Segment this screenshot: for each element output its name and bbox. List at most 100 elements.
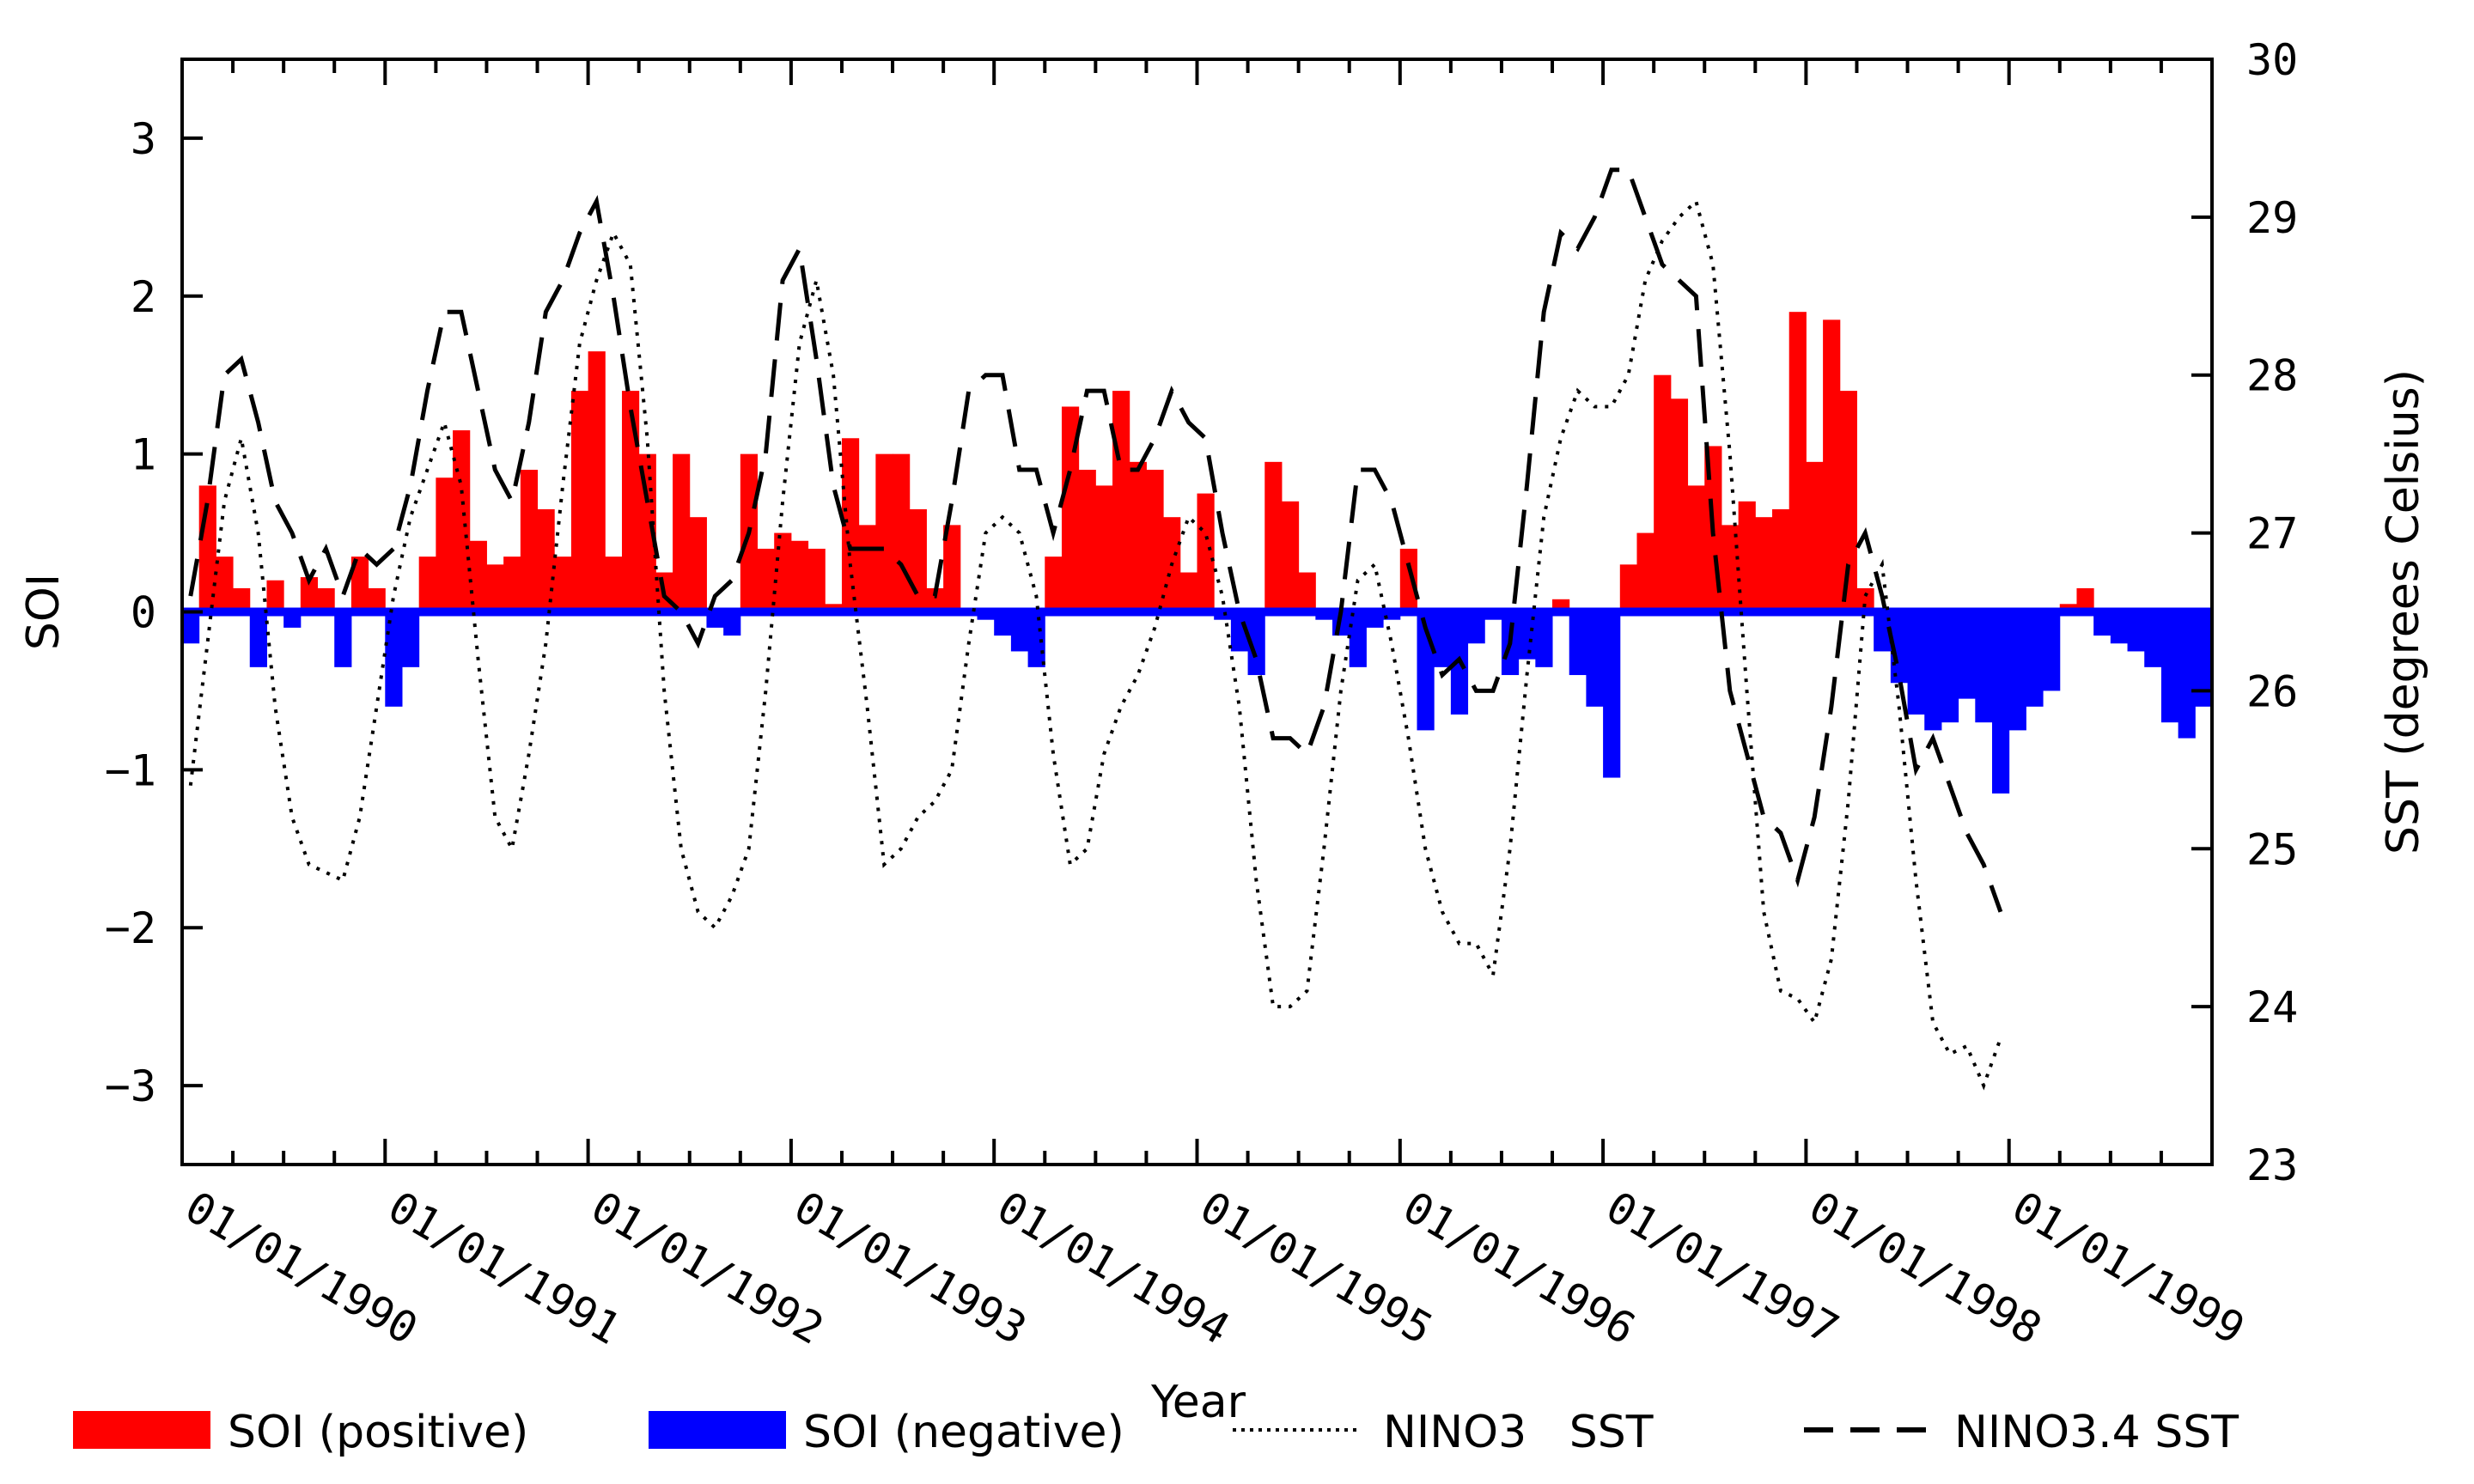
soi-positive-bar: [1772, 508, 1790, 612]
y-tick-label: 0: [131, 588, 156, 638]
soi-positive-bar: [1788, 312, 1807, 612]
soi-negative-bar: [1907, 611, 1925, 715]
x-tick-label: 01/01/1992: [583, 1182, 832, 1354]
x-tick-label: 01/01/1996: [1395, 1182, 1644, 1354]
soi-negative-bar: [1603, 611, 1621, 778]
legend-label: NINO3 SST: [1383, 1407, 1654, 1458]
soi-negative-bar: [1518, 611, 1536, 660]
soi-positive-bar: [588, 351, 606, 612]
soi-negative-bar: [334, 611, 352, 667]
soi-negative-bar: [182, 611, 200, 644]
soi-negative-bar: [994, 611, 1012, 636]
soi-positive-bar: [1670, 398, 1689, 612]
soi-negative-bar: [2144, 611, 2162, 667]
y2-tick-label: 23: [2246, 1140, 2298, 1190]
soi-negative-bar: [2043, 611, 2061, 691]
y-tick-label: 2: [131, 272, 156, 322]
soi-positive-bar: [605, 556, 623, 612]
soi-positive-bar: [418, 556, 436, 612]
soi-positive-bar: [520, 470, 539, 612]
soi-negative-bar: [1874, 611, 1892, 652]
soi-positive-bar: [1687, 485, 1705, 612]
x-tick-label: 01/01/1991: [380, 1182, 629, 1354]
soi-negative-bar: [1434, 611, 1452, 667]
soi-positive-bar: [1264, 461, 1283, 612]
soi-positive-bar: [774, 532, 792, 612]
soi-negative-bar: [1992, 611, 2010, 794]
soi-positive-bar: [216, 556, 234, 612]
y-tick-label: 1: [131, 430, 156, 480]
soi-positive-bar: [909, 508, 927, 612]
soi-positive-bar: [570, 391, 589, 612]
soi-negative-bar: [2110, 611, 2129, 644]
y2-tick-label: 30: [2246, 35, 2298, 85]
soi-positive-bar: [1721, 525, 1740, 612]
legend-item: SOI (positive): [73, 1407, 528, 1458]
soi-negative-bar: [401, 611, 420, 667]
soi-positive-bar: [436, 477, 454, 612]
y2-tick-label: 27: [2246, 509, 2298, 559]
legend-swatch: [649, 1411, 786, 1449]
soi-positive-bar: [1856, 587, 1874, 612]
soi-negative-bar: [723, 611, 741, 636]
x-tick-label: 01/01/1999: [2004, 1182, 2253, 1354]
soi-positive-bar: [469, 540, 487, 612]
legend-label: SOI (negative): [803, 1407, 1124, 1458]
soi-negative-bar: [249, 611, 267, 667]
y2-tick-label: 28: [2246, 351, 2298, 401]
soi-positive-bar: [2076, 587, 2094, 612]
nino3-sst-line: [188, 198, 2002, 1091]
x-tick-label: 01/01/1997: [1598, 1182, 1847, 1354]
soi-positive-bar: [1755, 517, 1773, 612]
soi-negative-bar: [2195, 611, 2213, 707]
y2-tick-label: 25: [2246, 824, 2298, 874]
soi-negative-bar: [1924, 611, 1942, 731]
soi-positive-bar: [1095, 485, 1113, 612]
soi-positive-bar: [841, 438, 860, 612]
y-tick-label: −3: [105, 1061, 156, 1111]
x-tick-label: 01/01/1994: [989, 1182, 1238, 1354]
soi-positive-bar: [503, 556, 521, 612]
soi-positive-bar: [1298, 572, 1316, 612]
soi-positive-bar: [233, 587, 251, 612]
x-tick-label: 01/01/1993: [786, 1182, 1035, 1354]
legend-item: NINO3.4 SST: [1804, 1407, 2239, 1458]
soi-positive-bar: [537, 508, 555, 612]
y2-axis-label: SST (degrees Celsius): [2378, 369, 2429, 855]
soi-positive-bar: [1197, 493, 1215, 612]
y2-tick-label: 29: [2246, 193, 2298, 243]
soi-negative-bar: [385, 611, 403, 707]
soi-positive-bar: [317, 587, 335, 612]
soi-bars: [182, 312, 2213, 794]
soi-positive-bar: [893, 453, 911, 612]
soi-positive-bar: [554, 556, 572, 612]
soi-positive-bar: [1129, 461, 1147, 612]
soi-negative-bar: [1535, 611, 1553, 667]
soi-positive-bar: [757, 548, 775, 612]
x-tick-label: 01/01/1990: [177, 1182, 426, 1354]
soi-positive-bar: [300, 577, 319, 612]
legend-item: SOI (negative): [649, 1407, 1124, 1458]
x-tick-label: 01/01/1998: [1801, 1182, 2050, 1354]
soi-negative-bar: [1010, 611, 1029, 652]
soi-negative-bar: [1975, 611, 1993, 723]
legend: SOI (positive) SOI (negative) NINO3 SST NIN…: [73, 1407, 2239, 1458]
soi-positive-bar: [1045, 556, 1063, 612]
soi-positive-bar: [790, 540, 809, 612]
y2-tick-label: 26: [2246, 666, 2298, 716]
soi-positive-bar: [1061, 406, 1080, 612]
soi-negative-bar: [1958, 611, 1976, 699]
right-axis: 23 24 25 26 27 28 29 30: [2191, 35, 2298, 1190]
soi-negative-bar: [2026, 611, 2044, 707]
soi-positive-bar: [807, 548, 826, 612]
x-axis-label: Year: [1150, 1377, 1246, 1428]
soi-negative-bar: [1247, 611, 1265, 676]
soi-positive-bar: [689, 517, 707, 612]
left-axis: −3 −2 −1 0 1 2 3: [105, 114, 203, 1111]
y-axis-label: SOI: [18, 574, 70, 650]
soi-negative-bar: [1349, 611, 1367, 667]
soi-positive-bar: [1619, 564, 1637, 612]
soi-positive-bar: [1112, 391, 1130, 612]
soi-positive-bar: [1146, 470, 1164, 612]
